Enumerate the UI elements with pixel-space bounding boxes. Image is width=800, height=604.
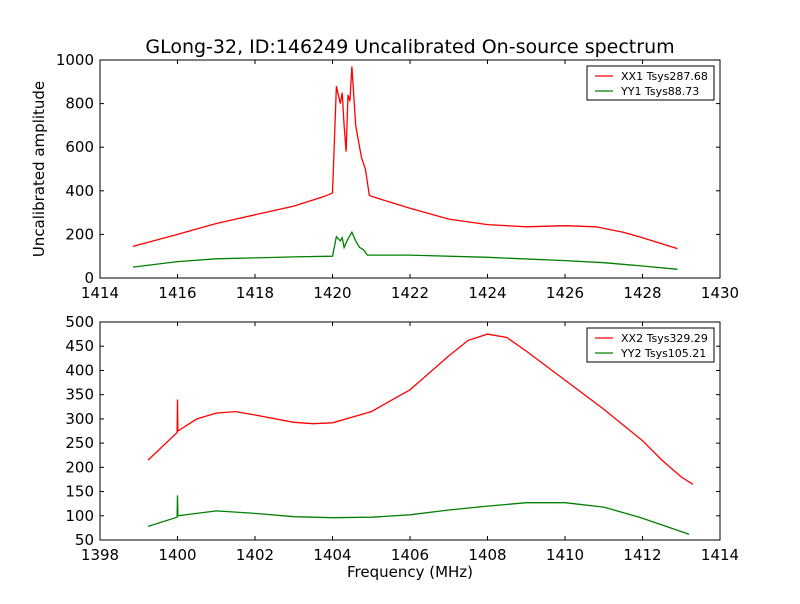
y-tick-label: 200 [65,225,94,243]
x-axis-label: Frequency (MHz) [347,563,473,581]
y-tick-label: 450 [65,337,94,355]
series-line-xx [132,66,678,250]
x-tick-label: 1402 [236,546,274,564]
y-tick-label: 500 [65,313,94,331]
legend-label: YY1 Tsys88.73 [620,85,699,98]
x-tick-label: 1406 [391,546,429,564]
y-tick-label: 50 [75,531,94,549]
y-tick-label: 400 [65,182,94,200]
y-tick-label: 800 [65,95,94,113]
x-tick-label: 1410 [546,546,584,564]
legend-label: YY2 Tsys105.21 [620,347,706,360]
legend: XX1 Tsys287.68 YY1 Tsys88.73 [586,65,715,101]
series-line-yy [132,230,678,270]
legend-label: XX2 Tsys329.29 [621,332,708,345]
x-tick-label: 1416 [158,284,196,302]
y-tick-label: 300 [65,410,94,428]
x-tick-label: 1418 [236,284,274,302]
x-tick-label: 1398 [81,546,119,564]
x-tick-label: 1404 [313,546,351,564]
series-line-yy [147,495,690,535]
subplot-2: 1398 1400 1402 1404 1406 1408 1410 1412 1414 50 10… [65,313,739,581]
x-tick-label: 1430 [701,284,739,302]
y-tick-label: 1000 [56,51,94,69]
series-line-xx [147,333,694,485]
chart-title: GLong-32, ID:146249 Uncalibrated On-sour… [145,36,674,58]
x-tick-label: 1428 [623,284,661,302]
x-tick-label: 1424 [468,284,506,302]
y-tick-label: 200 [65,458,94,476]
x-tick-label: 1414 [701,546,739,564]
x-tick-label: 1426 [546,284,584,302]
y-tick-label: 0 [84,269,94,287]
y-tick-label: 100 [65,507,94,525]
y-tick-label: 250 [65,434,94,452]
legend-box [586,65,715,101]
y-axis-label: Uncalibrated amplitude [30,81,48,257]
x-tick-label: 1414 [81,284,119,302]
x-tick-label: 1412 [623,546,661,564]
legend-label: XX1 Tsys287.68 [621,70,708,83]
subplot-1: 1414 1416 1418 1420 1422 1424 1426 1428 1430 0 200… [30,51,739,302]
x-tick-label: 1400 [158,546,196,564]
legend: XX2 Tsys329.29 YY2 Tsys105.21 [586,327,715,363]
y-tick-label: 350 [65,386,94,404]
y-tick-label: 600 [65,138,94,156]
y-tick-label: 150 [65,483,94,501]
x-tick-label: 1408 [468,546,506,564]
x-tick-label: 1422 [391,284,429,302]
y-tick-label: 400 [65,361,94,379]
legend-box [586,327,715,363]
x-tick-label: 1420 [313,284,351,302]
